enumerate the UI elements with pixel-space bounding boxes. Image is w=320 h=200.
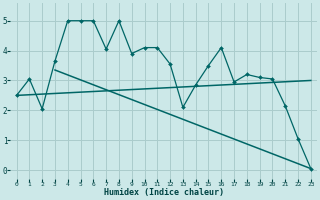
X-axis label: Humidex (Indice chaleur): Humidex (Indice chaleur) — [104, 188, 224, 197]
